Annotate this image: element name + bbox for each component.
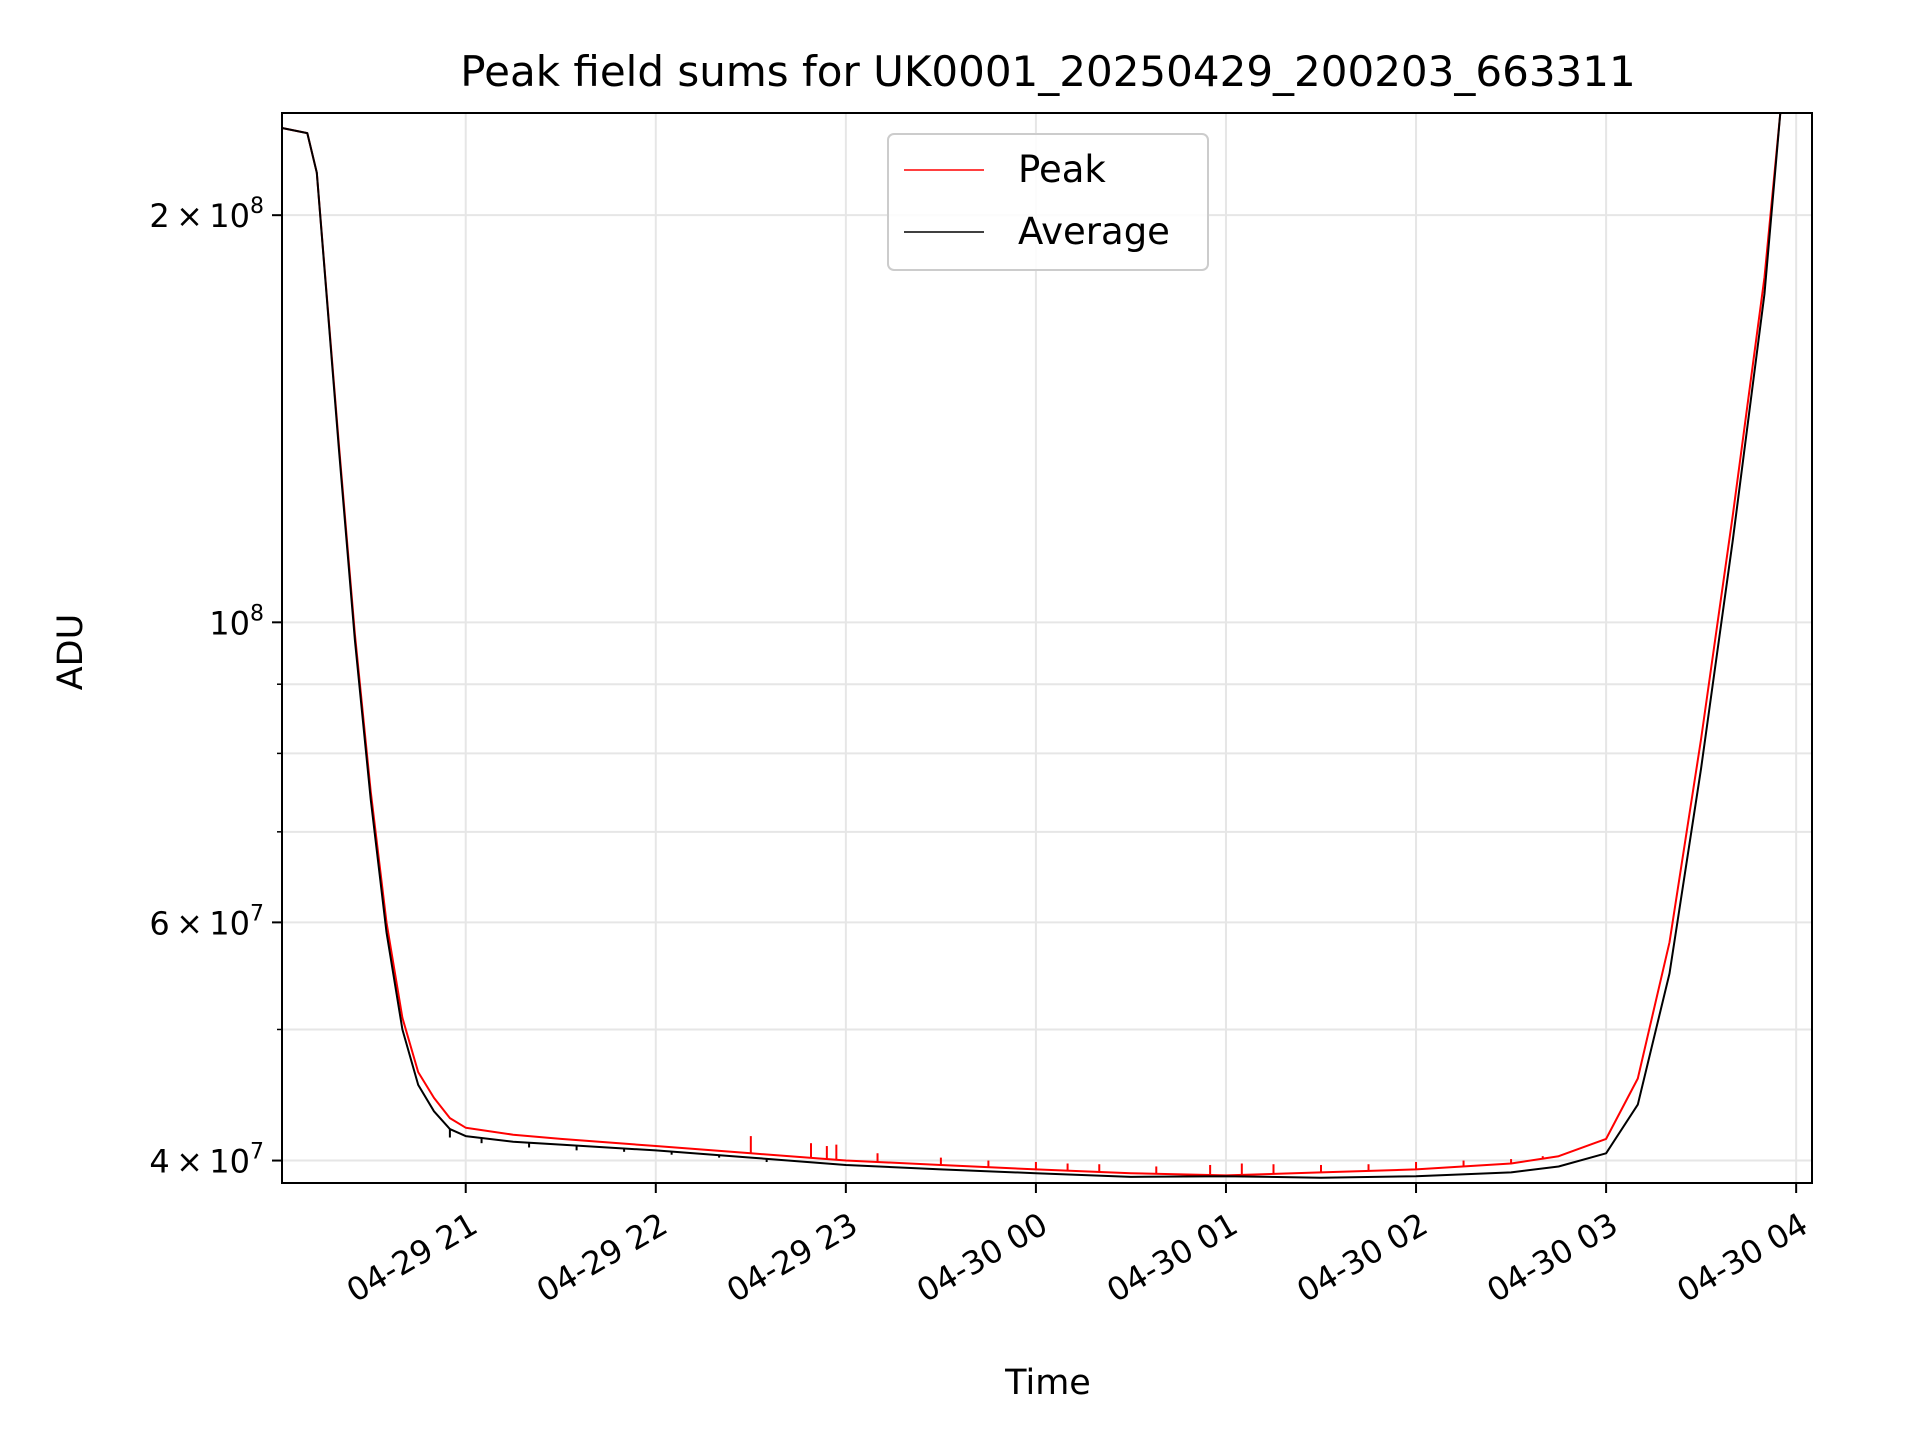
series-average-line [281,112,1782,1179]
plot-frame [281,112,1813,1184]
y-axis-label: ADU [51,614,91,691]
legend-box [887,133,1209,271]
chart-title: Peak field sums for UK0001_20250429_2002… [460,47,1635,96]
legend-label-average: Average [1018,210,1170,253]
y-tick-label: 108 [209,601,264,642]
legend: Peak Average [887,133,1209,271]
grid [282,113,1812,1183]
y-tick-label: 6 × 107 [149,901,264,942]
y-tick-label: 2 × 108 [149,194,264,235]
legend-label-peak: Peak [1018,148,1106,191]
series-layer [281,112,1782,1179]
y-tick-label: 4 × 107 [149,1140,264,1181]
x-axis-label: Time [1004,1363,1091,1403]
